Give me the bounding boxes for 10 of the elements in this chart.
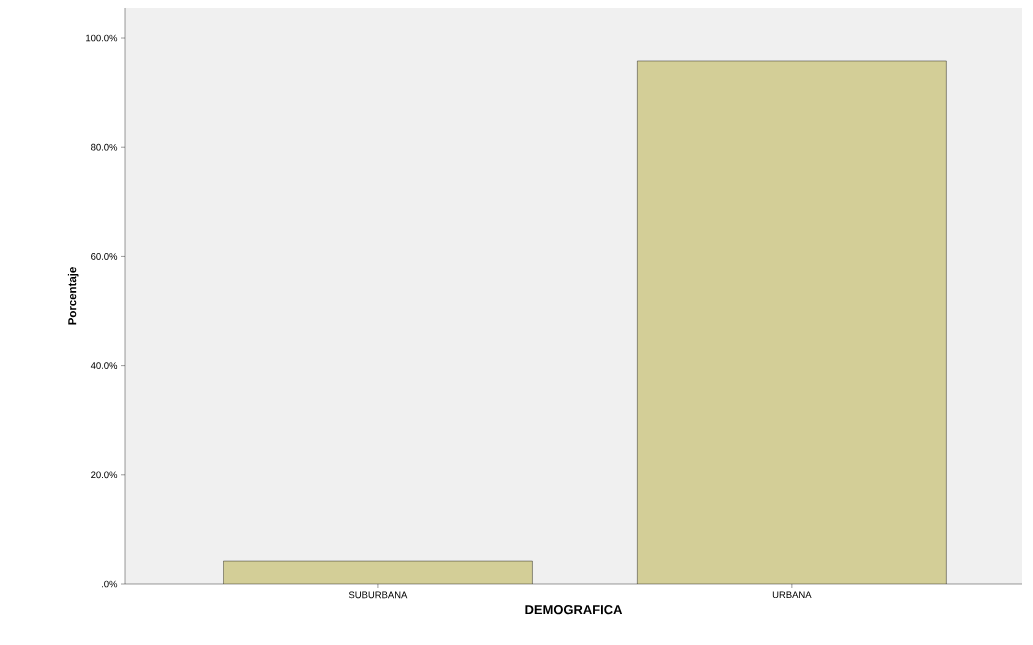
y-tick-label: .0%: [102, 580, 118, 588]
y-tick-label: 20.0%: [91, 471, 118, 479]
y-axis-title: Porcentaje: [67, 267, 79, 325]
x-tick-label: URBANA: [772, 591, 812, 599]
x-tick-label: SUBURBANA: [348, 591, 408, 599]
y-tick-label: 60.0%: [91, 253, 118, 260]
y-tick-label: 100.0%: [86, 34, 118, 42]
y-tick-label: 80.0%: [91, 143, 118, 151]
y-tick-label: 40.0%: [90, 362, 118, 369]
x-axis-title: DEMOGRAFICA: [525, 605, 623, 615]
